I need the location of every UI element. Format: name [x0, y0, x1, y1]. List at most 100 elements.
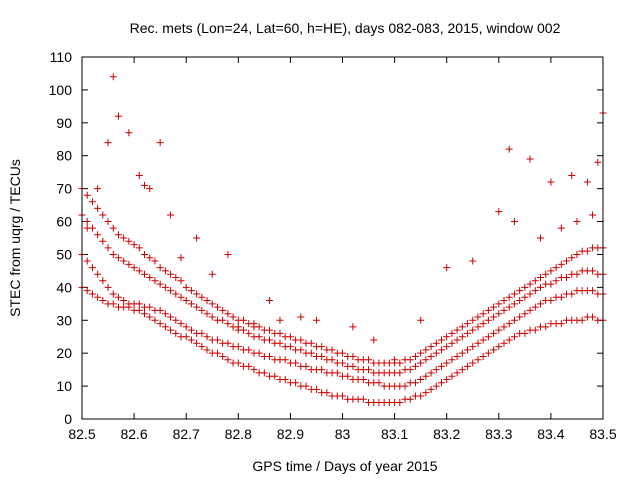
data-point	[510, 316, 518, 324]
data-point	[187, 287, 195, 295]
data-point	[292, 359, 300, 367]
data-point	[323, 389, 331, 397]
data-point	[94, 270, 102, 278]
data-point	[167, 287, 175, 295]
data-point	[490, 346, 498, 354]
data-point	[495, 310, 503, 318]
data-point	[464, 320, 472, 328]
data-point	[536, 273, 544, 281]
data-point	[99, 237, 107, 245]
data-point	[266, 352, 274, 360]
data-point	[469, 316, 477, 324]
data-point	[479, 320, 487, 328]
data-point	[250, 366, 258, 374]
data-point	[474, 356, 482, 364]
data-point	[547, 280, 555, 288]
data-point	[453, 369, 461, 377]
data-point	[453, 326, 461, 334]
data-point	[443, 343, 451, 351]
data-point	[146, 185, 154, 193]
data-point	[396, 369, 404, 377]
data-point	[479, 336, 487, 344]
data-point	[94, 231, 102, 239]
data-point	[94, 185, 102, 193]
data-point	[104, 283, 112, 291]
y-tick-label: 50	[56, 246, 72, 262]
data-point	[114, 231, 122, 239]
tick-labels: 82.5 82.6 82.7 82.8 82.9 83 83.1 83.2 83.3 83.4 83…	[49, 49, 617, 442]
point-series-2	[78, 211, 607, 377]
data-point	[109, 300, 117, 308]
data-point	[547, 297, 555, 305]
data-point	[396, 399, 404, 407]
data-point	[167, 211, 175, 219]
data-point	[484, 333, 492, 341]
data-point	[417, 349, 425, 357]
data-point	[411, 362, 419, 370]
data-point	[328, 346, 336, 354]
data-point	[146, 273, 154, 281]
data-point	[312, 316, 320, 324]
data-point	[448, 356, 456, 364]
data-point	[464, 362, 472, 370]
data-point	[156, 306, 164, 314]
data-point	[427, 352, 435, 360]
data-point	[172, 290, 180, 298]
x-tick-label: 83.3	[485, 426, 512, 442]
data-point	[83, 224, 91, 232]
data-point	[229, 313, 237, 321]
data-point	[422, 372, 430, 380]
data-point	[193, 303, 201, 311]
data-point	[557, 260, 565, 268]
data-point	[349, 323, 357, 331]
data-point	[589, 287, 597, 295]
data-point	[141, 270, 149, 278]
data-point	[135, 306, 143, 314]
data-point	[536, 234, 544, 242]
data-point	[151, 316, 159, 324]
data-point	[365, 366, 373, 374]
data-point	[99, 277, 107, 285]
data-point	[276, 316, 284, 324]
x-axis-label: GPS time / Days of year 2015	[252, 458, 437, 474]
data-point	[276, 339, 284, 347]
data-point	[427, 343, 435, 351]
data-point	[198, 343, 206, 351]
data-point	[198, 329, 206, 337]
data-point	[187, 326, 195, 334]
data-point	[432, 366, 440, 374]
data-point	[510, 333, 518, 341]
data-point	[505, 320, 513, 328]
data-point	[589, 211, 597, 219]
data-point	[365, 356, 373, 364]
data-point	[109, 290, 117, 298]
data-point	[99, 297, 107, 305]
data-point	[339, 359, 346, 367]
data-point	[88, 290, 96, 298]
data-point	[297, 313, 305, 321]
data-point	[531, 287, 539, 295]
data-point	[375, 379, 383, 387]
data-point	[161, 283, 169, 291]
data-point	[474, 339, 482, 347]
data-point	[573, 250, 581, 258]
data-point	[349, 362, 357, 370]
data-point	[422, 346, 430, 354]
data-point	[224, 310, 232, 318]
data-point	[536, 300, 544, 308]
data-point	[141, 310, 149, 318]
data-point	[109, 224, 117, 232]
data-point	[88, 198, 96, 206]
data-point	[156, 139, 164, 147]
data-point	[193, 290, 201, 298]
data-point	[516, 297, 524, 305]
data-point	[135, 300, 143, 308]
data-point	[490, 313, 498, 321]
data-point	[114, 254, 122, 262]
data-point	[578, 316, 586, 324]
data-point	[276, 329, 284, 337]
data-point	[427, 385, 435, 393]
data-point	[260, 369, 268, 377]
data-point	[490, 329, 498, 337]
data-point	[167, 313, 175, 321]
